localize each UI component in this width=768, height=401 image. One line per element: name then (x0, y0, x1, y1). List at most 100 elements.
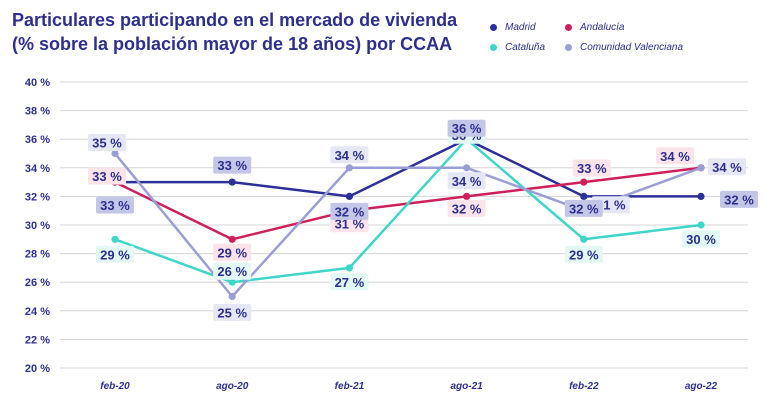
legend-marker-andalucia (565, 24, 572, 31)
data-label-bg-madrid (564, 199, 603, 217)
y-tick-label: 38 % (25, 106, 50, 118)
series-lines (111, 135, 705, 301)
data-label-bg-madrid (213, 156, 252, 174)
data-point-cataluna (345, 264, 353, 272)
y-tick-label: 30 % (25, 220, 50, 232)
data-point-andalucia (228, 235, 236, 243)
x-tick-label: ago-21 (450, 381, 483, 392)
x-tick-label: feb-21 (335, 381, 365, 392)
data-label-andalucia: 33 % (577, 161, 607, 176)
data-point-madrid (697, 192, 705, 200)
y-tick-label: 40 % (25, 77, 50, 89)
data-label-andalucia: 31 % (335, 217, 365, 232)
data-label-madrid: 32 % (569, 201, 599, 216)
data-label-bg-comunidad-valenciana (447, 172, 486, 190)
data-label-bg-madrid (720, 190, 758, 208)
data-label-andalucia: 32 % (452, 201, 482, 216)
legend-item-andalucia: Andalucía (565, 22, 624, 33)
legend-label-andalucia: Andalucía (580, 22, 625, 33)
data-label-andalucia: 29 % (217, 245, 247, 260)
data-point-andalucia (580, 178, 588, 186)
data-point-comunidad-valenciana (463, 164, 471, 172)
data-label-bg-madrid (96, 196, 134, 214)
data-label-bg-cataluna (682, 230, 720, 248)
y-tick-label: 20 % (25, 363, 50, 375)
legend-marker-comunidad-valenciana (565, 44, 572, 51)
data-label-comunidad-valenciana: 34 % (712, 160, 742, 175)
data-point-comunidad-valenciana (228, 292, 236, 301)
y-tick-label: 34 % (25, 163, 50, 175)
data-point-comunidad-valenciana (345, 164, 353, 172)
y-axis-ticks: 20 % 22 % 24 % 26 % 28 % 30 % 32 % 34 % 36 % 38 %… (25, 77, 50, 375)
data-label-bg-cataluna (213, 262, 252, 280)
data-point-madrid (580, 192, 588, 200)
data-label-comunidad-valenciana: 35 % (92, 136, 122, 151)
chart-title: Particulares participando en el mercado … (12, 8, 482, 56)
y-tick-label: 28 % (25, 249, 50, 261)
chart-title-line-2: (% sobre la población mayor de 18 años) … (12, 34, 453, 54)
data-label-cataluna: 26 % (217, 264, 247, 279)
x-axis-ticks: feb-20 ago-20 feb-21 ago-21 feb-22 ago-22 (100, 381, 717, 392)
data-label-cataluna: 30 % (686, 232, 716, 247)
data-label-bg-comunidad-valenciana (213, 304, 252, 321)
data-label-comunidad-valenciana: 25 % (217, 306, 247, 321)
data-point-madrid (345, 192, 353, 200)
legend-marker-madrid (490, 24, 497, 31)
legend-label-cataluna: Cataluña (505, 42, 546, 53)
data-label-comunidad-valenciana: 31 % (596, 198, 626, 213)
data-point-cataluna (580, 235, 588, 243)
data-label-andalucia: 34 % (660, 149, 690, 164)
y-tick-label: 36 % (25, 134, 50, 146)
y-tick-label: 26 % (25, 277, 50, 289)
data-label-bg-comunidad-valenciana (88, 134, 126, 151)
legend-item-cataluna: Cataluña (490, 42, 545, 53)
x-tick-label: feb-22 (569, 381, 599, 392)
y-tick-label: 22 % (25, 334, 50, 346)
data-point-cataluna (228, 278, 236, 286)
data-label-andalucia: 33 % (92, 169, 122, 184)
data-label-madrid: 32 % (335, 204, 365, 219)
x-tick-label: feb-20 (100, 381, 130, 392)
data-label-bg-andalucia (447, 199, 486, 217)
x-tick-label: ago-20 (216, 381, 249, 392)
chart-title-line-1: Particulares participando en el mercado … (12, 10, 458, 30)
data-label-madrid: 32 % (724, 192, 754, 207)
legend-label-comunidad-valenciana: Comunidad Valenciana (580, 42, 684, 53)
data-label-comunidad-valenciana: 34 % (335, 148, 365, 163)
data-point-madrid (228, 178, 236, 186)
data-label-bg-andalucia (213, 243, 252, 261)
data-label-madrid: 36 % (452, 121, 482, 136)
series-line-cataluna (114, 137, 702, 284)
data-label-bg-cataluna (564, 245, 603, 263)
data-label-bg-andalucia (572, 159, 611, 177)
data-label-cataluna: 29 % (100, 247, 130, 262)
data-labels: 35 % 25 % 34 % 34 % 31 % 34 % 29 % 26 % 27 % 36 %… (88, 119, 758, 321)
data-label-comunidad-valenciana: 34 % (452, 174, 482, 189)
data-label-bg-madrid (330, 202, 369, 220)
data-label-bg-comunidad-valenciana (330, 146, 369, 164)
grid-lines (60, 81, 748, 369)
data-label-cataluna: 27 % (335, 275, 365, 290)
data-point-comunidad-valenciana (111, 149, 119, 158)
legend-marker-cataluna (490, 44, 497, 51)
data-label-madrid: 33 % (100, 198, 130, 213)
x-tick-label: ago-22 (685, 381, 718, 392)
data-label-bg-comunidad-valenciana (708, 158, 746, 176)
y-tick-label: 32 % (25, 191, 50, 203)
data-point-andalucia (463, 192, 471, 200)
data-label-cataluna: 29 % (569, 247, 599, 262)
y-tick-label: 24 % (25, 306, 50, 318)
data-label-bg-cataluna (330, 273, 369, 291)
data-point-cataluna (111, 235, 119, 243)
data-label-bg-cataluna (96, 245, 134, 263)
data-point-comunidad-valenciana (697, 164, 705, 172)
data-point-cataluna (697, 221, 705, 229)
legend-item-madrid: Madrid (490, 22, 536, 33)
data-label-bg-andalucia (88, 167, 126, 185)
data-label-bg-andalucia (656, 147, 694, 165)
legend-item-comunidad-valenciana: Comunidad Valenciana (565, 42, 683, 53)
data-label-bg-madrid (447, 119, 486, 137)
data-label-madrid: 33 % (217, 158, 247, 173)
legend-label-madrid: Madrid (505, 22, 536, 33)
